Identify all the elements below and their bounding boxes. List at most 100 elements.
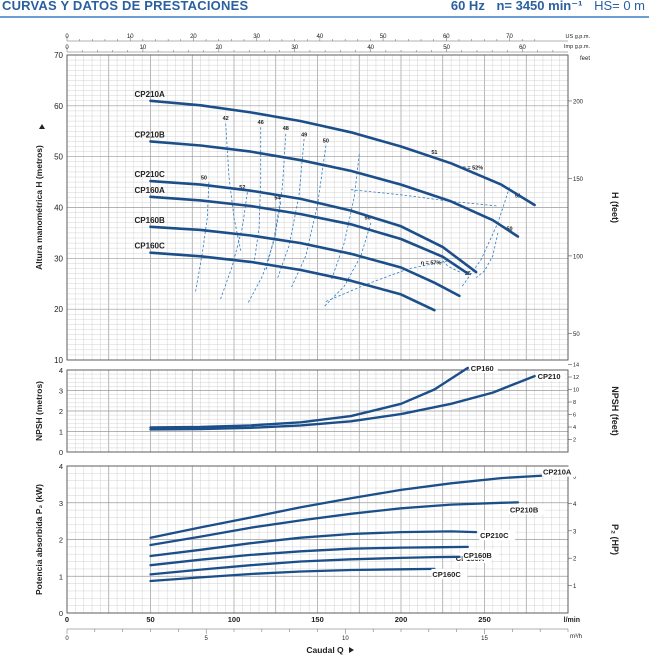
head-curve-cp160c [149, 251, 436, 312]
efficiency-label: 48 [283, 126, 289, 132]
head-series-label: CP210B [135, 130, 165, 139]
y-tick-label: 0 [59, 448, 63, 457]
y-tick-label: 2 [59, 407, 63, 416]
power-curve-cp160c [149, 567, 436, 583]
imp-gpm-tick-label: 60 [519, 45, 526, 51]
head-axis-label: Altura manométrica H (metros) [34, 145, 44, 270]
right-tick-label: 12 [573, 375, 579, 381]
power-series-label: CP210B [510, 505, 539, 514]
y-tick-label: 20 [54, 305, 63, 314]
efficiency-curve [323, 222, 372, 307]
y-tick-label: 2 [59, 536, 63, 545]
plot-frame [66, 465, 569, 614]
right-tick-label: 6 [573, 413, 576, 419]
y-tick-label: 0 [59, 609, 63, 618]
efficiency-curve [265, 133, 287, 272]
right-tick-label: 2 [573, 557, 577, 563]
npsh-axis-label: NPSH (metros) [34, 381, 44, 441]
power-series-label: CP210A [543, 468, 572, 477]
efficiency-curve [195, 182, 210, 292]
efficiency-label: 50 [323, 138, 329, 144]
efficiency-label: 50 [506, 226, 512, 232]
header-rule [0, 16, 649, 18]
lmin-tick-label: 250 [478, 615, 491, 624]
head-curve-cp160a [149, 195, 470, 275]
efficiency-curve [460, 187, 510, 289]
head-series-label: CP160C [135, 242, 165, 251]
m3h-tick-label: 5 [204, 636, 208, 642]
page-title: CURVAS Y DATOS DE PRESTACIONES [2, 0, 249, 13]
head-axis-label-right: H (feet) [610, 192, 620, 223]
label-bg [462, 549, 499, 560]
right-tick-label: 5 [573, 474, 577, 480]
us-gpm-tick-label: 30 [253, 34, 260, 40]
efficiency-label: 56 [365, 216, 371, 222]
right-tick-label: 150 [573, 177, 584, 183]
efficiency-label: 50 [201, 176, 207, 182]
plot-frame [66, 369, 569, 453]
us-gpm-tick-label: 70 [506, 34, 513, 40]
y-tick-label: 60 [54, 102, 63, 111]
suction-head-label: HS= 0 m [594, 0, 645, 13]
label-bg [508, 504, 545, 515]
npsh-series-label: CP210 [538, 372, 561, 381]
npsh-curve-cp160 [149, 366, 469, 429]
npsh-curve-cp210 [149, 374, 536, 431]
efficiency-label: η = 57% [421, 260, 442, 266]
head-curve-cp210c [149, 179, 478, 274]
efficiency-curve [290, 145, 327, 289]
head-series-label: CP160A [135, 186, 165, 195]
speed-label: n= 3450 min⁻¹ [496, 0, 583, 13]
lmin-tick-label: 50 [146, 615, 154, 624]
plot-frame [66, 54, 569, 361]
grid-panel [66, 54, 569, 361]
right-tick-label: 10 [573, 388, 579, 394]
us-gpm-label: US g.p.m. [566, 34, 591, 40]
imp-gpm-tick-label: 30 [291, 45, 298, 51]
m3h-label: m³/h [570, 634, 582, 640]
label-bg [469, 362, 498, 373]
efficiency-curve [475, 232, 499, 278]
imp-gpm-tick-label: 40 [367, 45, 374, 51]
y-tick-label: 10 [54, 356, 63, 365]
y-tick-label: 3 [59, 499, 63, 508]
y-axis-arrow-icon [39, 124, 45, 129]
m3h-tick-label: 10 [342, 636, 349, 642]
imp-gpm-tick-label: 50 [443, 45, 450, 51]
right-tick-label: 3 [573, 529, 577, 535]
right-tick-label: 50 [573, 332, 580, 338]
right-tick-label: 200 [573, 99, 584, 105]
efficiency-label: 51 [431, 150, 437, 156]
y-tick-label: 40 [54, 204, 63, 213]
efficiency-curve [325, 260, 448, 302]
y-tick-label: 4 [59, 462, 63, 471]
m3h-tick-label: 0 [65, 636, 69, 642]
imp-gpm-tick-label: 20 [215, 45, 222, 51]
npsh-axis-label-right: NPSH (feet) [610, 386, 620, 436]
efficiency-label: η = 52% [462, 165, 483, 171]
label-bg [536, 371, 565, 382]
efficiency-curve [253, 127, 262, 264]
us-gpm-tick-label: 40 [317, 34, 324, 40]
us-gpm-tick-label: 50 [380, 34, 387, 40]
npsh-series-label: CP160 [471, 364, 494, 373]
power-series-label: CP210C [480, 531, 509, 540]
efficiency-curve [442, 260, 462, 273]
grid-panel [66, 369, 569, 453]
x-axis-arrow-icon [349, 647, 354, 653]
efficiency-label: 46 [258, 120, 264, 126]
label-bg [431, 568, 468, 579]
power-curve-cp210c [149, 530, 478, 558]
power-curve-cp210b [149, 501, 520, 547]
right-tick-label: 1 [573, 584, 577, 590]
x-axis-title: Caudal Q [306, 645, 344, 655]
y-tick-label: 50 [54, 153, 63, 162]
y-tick-label: 3 [59, 387, 63, 396]
efficiency-label: 54 [274, 195, 281, 201]
right-tick-label: 100 [573, 254, 584, 260]
lmin-tick-label: 200 [395, 615, 408, 624]
power-curve-cp160b [149, 555, 461, 576]
m3h-tick-label: 15 [481, 636, 488, 642]
